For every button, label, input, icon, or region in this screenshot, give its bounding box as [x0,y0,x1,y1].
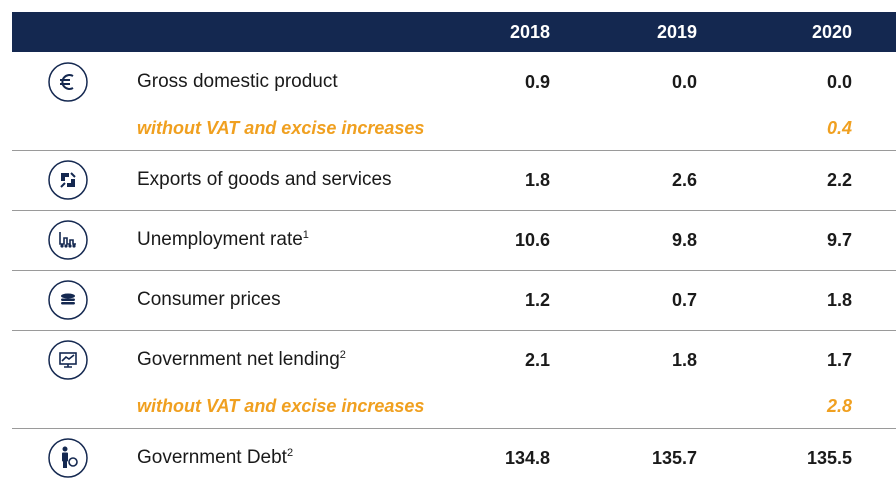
row-separator [12,270,896,271]
row-separator [12,330,896,331]
sub-label: without VAT and excise increases [137,396,425,416]
cell-value: 9.8 [671,230,697,250]
row-icon [48,62,88,102]
sub-label: without VAT and excise increases [137,118,425,138]
cell-value: 0.9 [524,72,550,92]
row-label: Government Debt2 [137,446,293,470]
row-icon [48,340,88,380]
row-label: Gross domestic product [137,70,338,94]
cell-value: 134.8 [504,448,550,468]
cell-value: 0.0 [671,72,697,92]
row-label-text: Government net lending [137,349,340,370]
cell-value: 0.0 [826,72,852,92]
cell-value: 1.8 [826,290,852,310]
row-icon [48,160,88,200]
cell-value: 0.7 [671,290,697,310]
row-label-text: Gross domestic product [137,71,338,92]
sub-value: 0.4 [826,118,852,138]
cell-value: 2.1 [524,350,550,370]
cell-value: 2.2 [826,170,852,190]
row-label-text: Government Debt [137,447,287,468]
footnote-marker: 1 [302,229,309,241]
cell-value: 9.7 [826,230,852,250]
cell-value: 1.2 [524,290,550,310]
row-label: Government net lending2 [137,348,346,372]
row-icon [48,280,88,320]
row-icon [48,438,88,478]
column-header: 2020 [811,22,852,42]
cell-value: 1.7 [826,350,852,370]
column-header: 2018 [509,22,550,42]
cell-value: 1.8 [671,350,697,370]
row-separator [12,150,896,151]
row-label-text: Unemployment rate [137,229,303,250]
column-header: 2019 [656,22,697,42]
cell-value: 135.7 [651,448,697,468]
row-label: Consumer prices [137,288,281,312]
cell-value: 2.6 [671,170,697,190]
footnote-marker: 2 [339,349,346,361]
sub-value: 2.8 [826,396,852,416]
cell-value: 135.5 [806,448,852,468]
cell-value: 10.6 [514,230,550,250]
row-separator [12,210,896,211]
cell-value: 1.8 [524,170,550,190]
footnote-marker: 2 [286,447,294,459]
row-icon [48,220,88,260]
row-label-text: Exports of goods and services [137,169,392,190]
row-label-text: Consumer prices [137,289,281,310]
row-label: Unemployment rate1 [137,228,309,252]
header-bar [12,12,896,52]
row-separator [12,428,896,429]
row-label: Exports of goods and services [137,168,392,192]
